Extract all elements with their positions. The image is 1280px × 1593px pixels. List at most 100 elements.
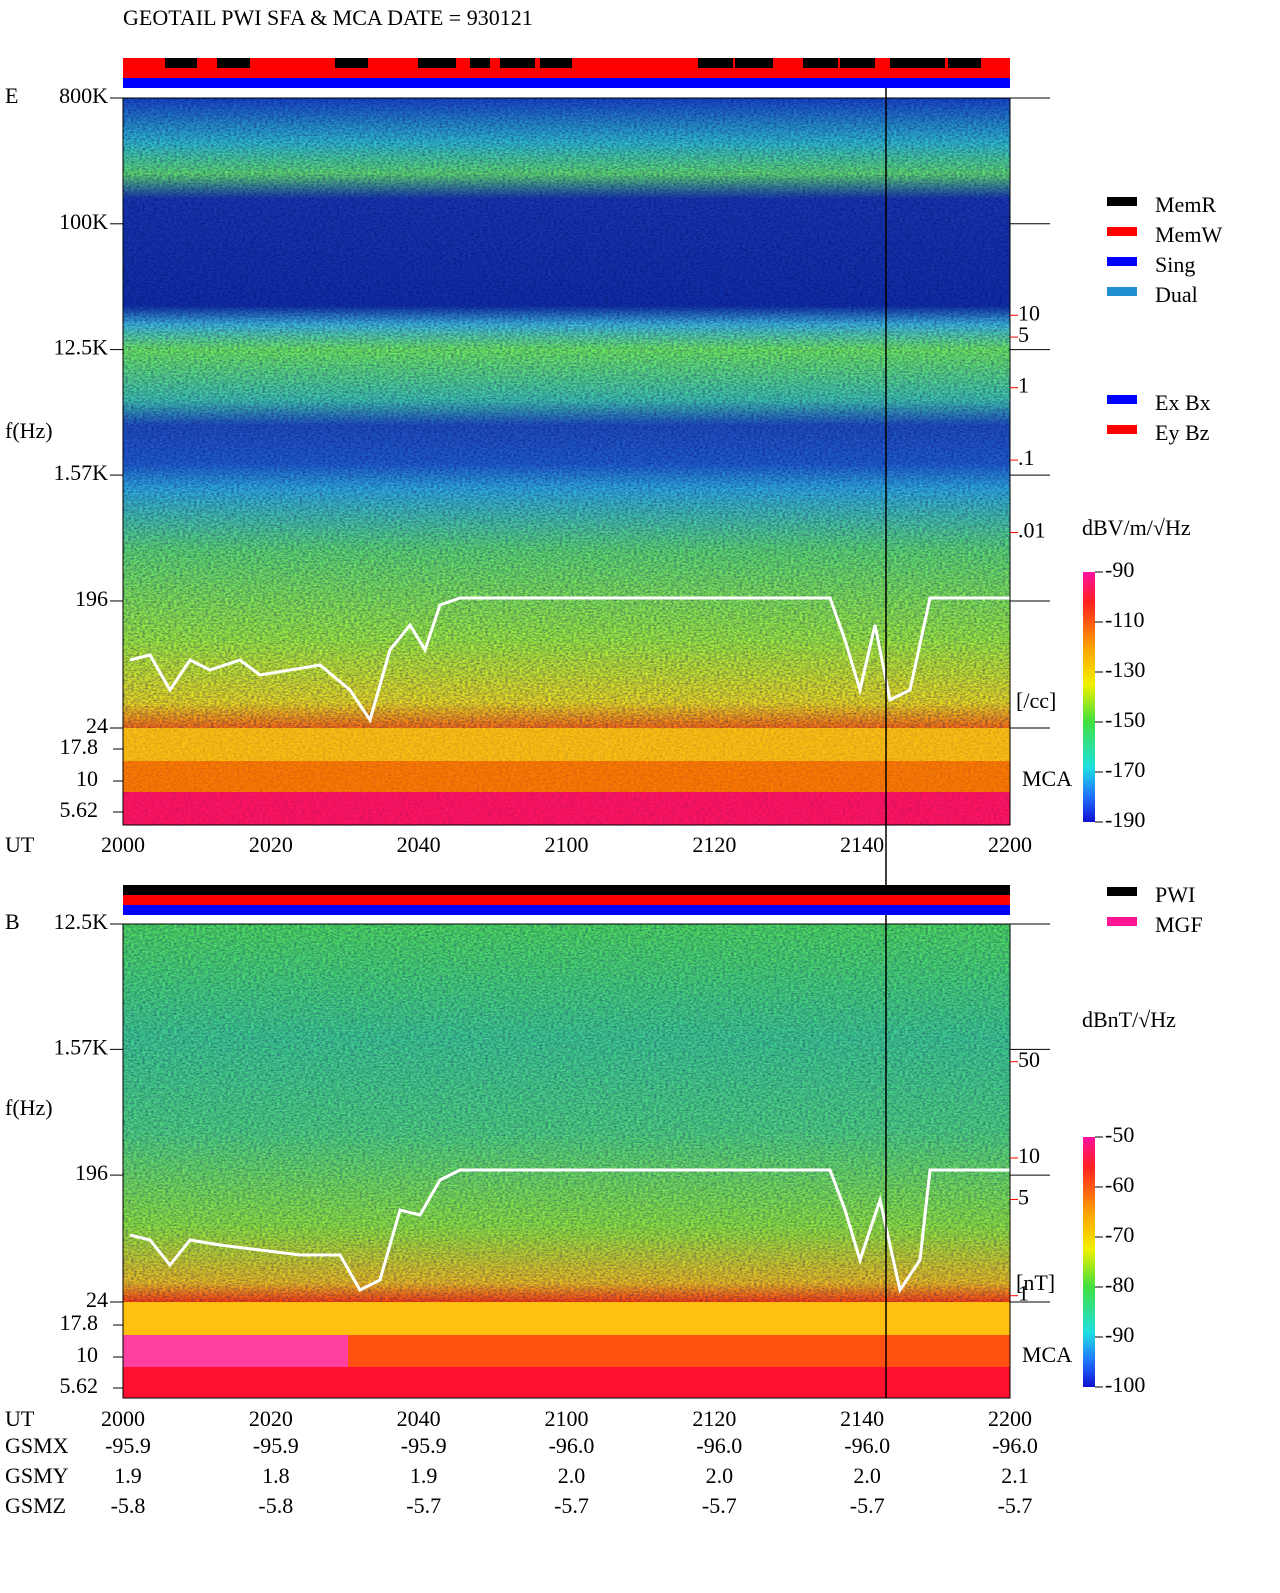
colorbar-tick-label: -100 (1105, 1372, 1145, 1397)
frame (122, 923, 1011, 1399)
x-tick-label: 2140 (840, 1406, 884, 1431)
orbit-value: -5.7 (554, 1493, 589, 1518)
x-tick-label: 2200 (988, 1406, 1032, 1431)
colorbar-label: dBnT/√Hz (1082, 1007, 1176, 1032)
legend-key (1107, 287, 1137, 296)
colorbar-tick-label: -60 (1105, 1172, 1134, 1197)
mca-label: MCA (1022, 766, 1072, 791)
y-tick-label: 196 (75, 586, 108, 611)
legend-label: MGF (1155, 912, 1203, 937)
y-tick-label: 24 (86, 713, 108, 738)
x-tick-label: 2020 (249, 1406, 293, 1431)
legend-key (1107, 395, 1137, 404)
frame (122, 97, 1011, 826)
orbit-value: -5.7 (850, 1493, 885, 1518)
x-tick-label: 2100 (545, 832, 589, 857)
colorbar-tick-label: -80 (1105, 1272, 1134, 1297)
orbit-value: -95.9 (253, 1433, 299, 1458)
legend-label: Ex Bx (1155, 390, 1211, 415)
legend-key (1107, 887, 1137, 896)
orbit-value: -95.9 (105, 1433, 151, 1458)
density-tick-label: 5 (1018, 1184, 1029, 1209)
legend-key (1107, 425, 1137, 434)
colorbar (1083, 1137, 1095, 1387)
mca-label: MCA (1022, 1342, 1072, 1367)
spectrogram-b (123, 924, 1010, 1398)
mca-tick-label: 17.8 (60, 1310, 99, 1335)
y-tick-label: 24 (86, 1287, 108, 1312)
legend-key (1107, 917, 1137, 926)
legend-label: MemW (1155, 222, 1222, 247)
legend-label: Dual (1155, 282, 1198, 307)
x-axis-label: UT (5, 1406, 35, 1431)
y-tick-label: 1.57K (54, 460, 109, 485)
colorbar-tick-label: -90 (1105, 557, 1134, 582)
orbit-label: GSMZ (5, 1493, 66, 1518)
x-tick-label: 2140 (840, 832, 884, 857)
x-tick-label: 2000 (101, 1406, 145, 1431)
orbit-value: 1.8 (262, 1463, 290, 1488)
mca-tick-label: 17.8 (60, 734, 99, 759)
orbit-value: -5.8 (258, 1493, 293, 1518)
colorbar-tick-label: -190 (1105, 807, 1145, 832)
density-unit: [nT] (1016, 1270, 1055, 1295)
orbit-value: -5.7 (406, 1493, 441, 1518)
orbit-value: -96.0 (696, 1433, 742, 1458)
orbit-value: 1.9 (114, 1463, 142, 1488)
x-axis-label: UT (5, 832, 35, 857)
panel-label: B (5, 909, 20, 934)
legend-label: Sing (1155, 252, 1195, 277)
x-tick-label: 2200 (988, 832, 1032, 857)
orbit-value: -5.7 (702, 1493, 737, 1518)
legend-label: Ey Bz (1155, 420, 1210, 445)
y-tick-label: 1.57K (54, 1034, 109, 1059)
colorbar-tick-label: -90 (1105, 1322, 1134, 1347)
colorbar-tick-label: -170 (1105, 757, 1145, 782)
density-tick-label: .1 (1018, 445, 1035, 470)
density-tick-label: 1 (1018, 373, 1029, 398)
colorbar-tick-label: -70 (1105, 1222, 1134, 1247)
y-tick-label: 196 (75, 1160, 108, 1185)
x-tick-label: 2040 (397, 1406, 441, 1431)
x-tick-label: 2000 (101, 832, 145, 857)
panel-label: E (5, 83, 18, 108)
mca-tick-label: 5.62 (60, 1373, 99, 1398)
x-tick-label: 2020 (249, 832, 293, 857)
orbit-value: -5.7 (998, 1493, 1033, 1518)
colorbar-tick-label: -50 (1105, 1122, 1134, 1147)
density-tick-label: 5 (1018, 322, 1029, 347)
y-axis-label: f(Hz) (5, 1095, 53, 1120)
mca-tick-label: 10 (76, 766, 98, 791)
y-tick-label: 800K (59, 83, 108, 108)
orbit-value: -96.0 (549, 1433, 595, 1458)
mca-tick-label: 5.62 (60, 797, 99, 822)
orbit-value: -96.0 (844, 1433, 890, 1458)
density-tick-label: .01 (1018, 518, 1046, 543)
orbit-value: -5.8 (111, 1493, 146, 1518)
legend-key (1107, 227, 1137, 236)
spectrogram-e (123, 98, 1010, 825)
legend-label: PWI (1155, 882, 1195, 907)
colorbar (1083, 572, 1095, 822)
orbit-value: 1.9 (410, 1463, 438, 1488)
orbit-value: 2.0 (853, 1463, 881, 1488)
orbit-value: 2.1 (1001, 1463, 1029, 1488)
colorbar-tick-label: -110 (1105, 607, 1145, 632)
colorbar-label: dBV/m/√Hz (1082, 515, 1191, 540)
colorbar-tick-label: -130 (1105, 657, 1145, 682)
legend-label: MemR (1155, 192, 1216, 217)
orbit-label: GSMX (5, 1433, 69, 1458)
y-tick-label: 12.5K (54, 335, 109, 360)
orbit-value: -96.0 (992, 1433, 1038, 1458)
y-axis-label: f(Hz) (5, 418, 53, 443)
x-tick-label: 2100 (545, 1406, 589, 1431)
density-tick-label: 50 (1018, 1047, 1040, 1072)
orbit-value: 2.0 (706, 1463, 734, 1488)
status-bars (123, 58, 1010, 915)
density-unit: [/cc] (1016, 688, 1056, 713)
chart-title: GEOTAIL PWI SFA & MCA DATE = 930121 (123, 5, 533, 30)
colorbar-tick-label: -150 (1105, 707, 1145, 732)
orbit-value: -95.9 (401, 1433, 447, 1458)
y-tick-label: 100K (59, 209, 108, 234)
legend-key (1107, 257, 1137, 266)
